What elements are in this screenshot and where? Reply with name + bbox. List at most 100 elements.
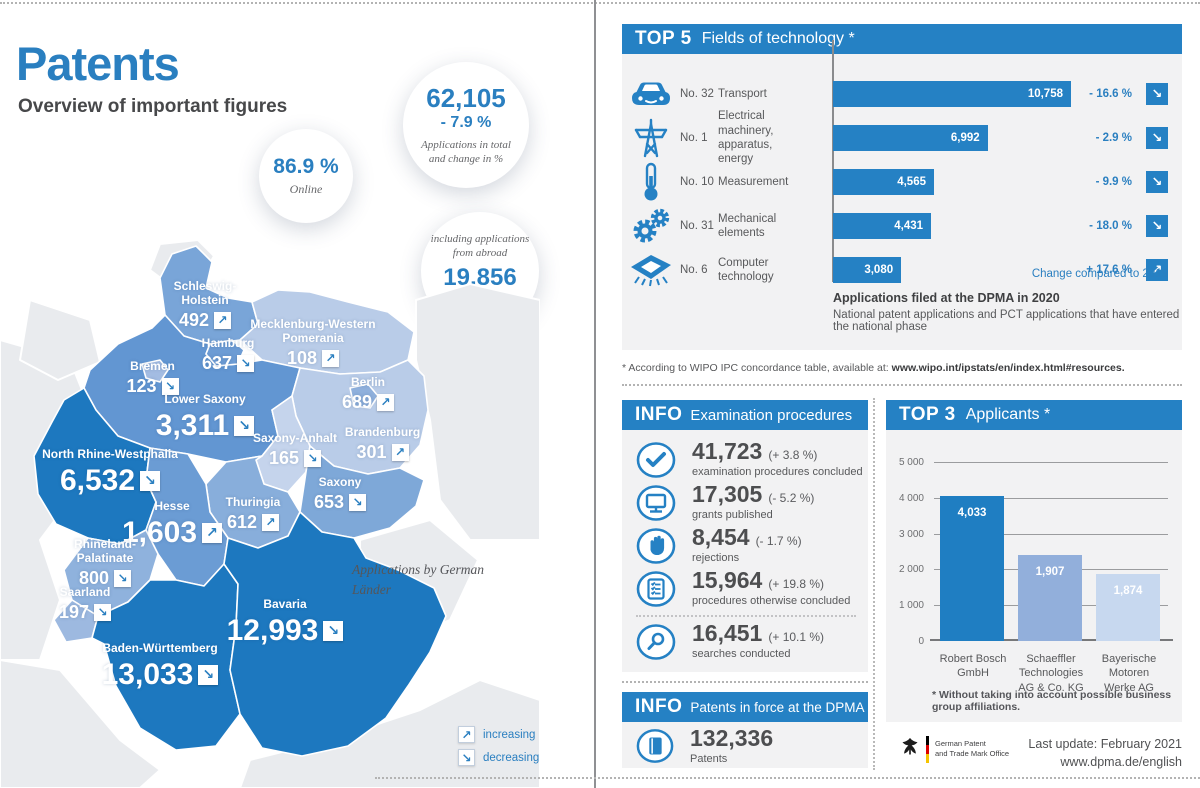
info-row-otherwise: 15,964 (+ 19.8 %) procedures otherwise co… — [636, 569, 868, 612]
map-label-thuringia: Thuringia 612 ↗ — [225, 495, 281, 532]
gridline — [934, 497, 1168, 499]
info-row-exams: 41,723 (+ 3.8 %) examination procedures c… — [636, 440, 868, 483]
top5-row-mechanical: No. 31 Mechanical elements 4,431 - 18.0 … — [622, 204, 1182, 248]
thermometer-icon — [622, 162, 680, 202]
germany-map-svg — [0, 240, 540, 788]
trend-down-icon: ↘ — [323, 620, 344, 641]
category-label: Bayerische Motoren Werke AG — [1101, 653, 1157, 694]
top5-caption-bold: Applications filed at the DPMA in 2020 — [833, 291, 1060, 305]
info-exam-header: INFO Examination procedures — [622, 400, 868, 430]
map-label-saarland: Saarland 197 ↘ — [58, 585, 112, 622]
top5-bar-track: 6,992 — [833, 125, 1071, 151]
checklist-icon — [636, 569, 676, 609]
state-shape-berlin — [349, 383, 379, 409]
y-tick-4000: 4 000 — [898, 492, 924, 504]
total-applications-change: - 7.9 % — [440, 114, 492, 132]
top-dotted-divider — [0, 2, 1200, 4]
trend-up-icon: ↗ — [322, 349, 340, 367]
trend-down-icon: ↘ — [1146, 127, 1168, 149]
y-tick-1000: 1 000 — [898, 600, 924, 612]
trend-down-icon: ↘ — [94, 603, 112, 621]
y-tick-2000: 2 000 — [898, 564, 924, 576]
top3-bar-schaeffler: 1,907 — [1018, 555, 1082, 641]
monitor-icon — [636, 483, 676, 523]
top5-row-computer: No. 6 Computer technology 3,080 + 17.6 %… — [622, 248, 1182, 292]
trend-legend: ↗ increasing ↘ decreasing — [458, 726, 539, 766]
legend-increasing: ↗ increasing — [458, 726, 539, 743]
top3-footnote: * Without taking into account possible b… — [932, 689, 1172, 713]
page-title: Patents — [16, 37, 180, 90]
dpma-url[interactable]: www.dpma.de/english — [1060, 754, 1182, 769]
trend-down-icon: ↘ — [161, 377, 179, 395]
top3-category-labels: Robert Bosch GmbH Schaeffler Technologie… — [934, 652, 1168, 695]
state-shape-bremen — [141, 359, 169, 383]
map-label-baden-wuerttemberg: Baden-Württemberg 13,033 ↘ — [101, 641, 219, 691]
y-tick-0: 0 — [918, 636, 924, 647]
info-row-searches: 16,451 (+ 10.1 %) searches conducted — [636, 622, 868, 665]
map-label-bavaria: Bavaria 12,993 ↘ — [215, 597, 355, 648]
vertical-divider — [594, 0, 596, 788]
top5-bar-track: 10,758 — [833, 81, 1071, 107]
top5-bar: 4,565 — [833, 169, 934, 195]
y-tick-3000: 3 000 — [898, 528, 924, 540]
info-force-panel: INFO Patents in force at the DPMA 132,33… — [622, 692, 868, 768]
trend-up-icon: ↗ — [214, 311, 232, 329]
y-tick-5000: 5 000 — [898, 457, 924, 468]
info-row-rejections: 8,454 (- 1.7 %) rejections — [636, 526, 868, 569]
top5-bar: 3,080 — [833, 257, 902, 283]
map-label-berlin: Berlin 689 ↗ — [325, 375, 411, 413]
top5-axis-line — [832, 40, 834, 282]
book-icon — [636, 727, 674, 765]
vertical-dotted-divider — [873, 398, 875, 770]
category-label: Robert Bosch GmbH — [939, 653, 1007, 680]
power-pylon-icon — [622, 118, 680, 158]
top3-bar-bmw: 1,874 — [1096, 573, 1160, 641]
legend-decreasing: ↘ decreasing — [458, 749, 539, 766]
map-label-hamburg: Hamburg 637 ↘ — [201, 336, 255, 373]
top3-panel: TOP 3 Applicants * 4,033 1,907 1,874 5 0… — [886, 400, 1182, 722]
map-label-hesse: Hesse 1,603 ↗ — [112, 499, 232, 550]
trend-up-icon: ↗ — [377, 393, 395, 411]
federal-states — [33, 245, 447, 757]
map-label-rhineland-palatinate: Rhineland-Palatinate 800 ↘ — [74, 537, 136, 588]
top5-bar: 10,758 — [833, 81, 1071, 107]
top3-bar-bosch: 4,033 — [940, 496, 1004, 641]
top5-row-transport: No. 32 Transport 10,758 - 16.6 % ↘ — [622, 72, 1182, 116]
office-name: German Patent and Trade Mark Office — [935, 739, 1010, 759]
trend-up-icon: ↗ — [262, 513, 280, 531]
online-share-value: 86.9 % — [273, 155, 339, 178]
top5-header: TOP 5 Fields of technology * — [622, 24, 1182, 54]
federal-eagle-icon — [902, 737, 918, 755]
state-shape-saarland — [53, 599, 99, 643]
map-label-schleswig-holstein: Schleswig-Holstein 492 ↗ — [173, 279, 237, 330]
category-label: Schaeffler Technologies AG & Co. KG — [1018, 653, 1084, 694]
change-note: Change compared to 2019 — [1031, 268, 1168, 280]
germany-map: Schleswig-Holstein 492 ↗ Mecklenburg-West… — [0, 240, 540, 788]
increasing-arrow-icon: ↗ — [458, 726, 475, 743]
total-applications-value: 62,105 — [426, 83, 506, 114]
wipo-footnote: * According to WIPO IPC concordance tabl… — [622, 362, 1125, 374]
trend-down-icon: ↘ — [1146, 215, 1168, 237]
trend-down-icon: ↘ — [237, 354, 255, 372]
top5-panel: TOP 5 Fields of technology * No. 32 Tran… — [622, 24, 1182, 350]
map-caption: Applications by German Länder — [352, 562, 484, 597]
wipo-link[interactable]: www.wipo.int/ipstats/en/index.html#resou… — [891, 362, 1125, 374]
page-subtitle: Overview of important figures — [18, 96, 288, 117]
flag-bar — [926, 736, 929, 763]
gridline — [934, 462, 1168, 463]
abroad-caption: including applications from abroad — [430, 233, 530, 259]
trend-up-icon: ↗ — [1146, 259, 1168, 281]
info-force-header: INFO Patents in force at the DPMA — [622, 692, 868, 722]
map-label-brandenburg: Brandenburg 301 ↗ — [344, 425, 421, 462]
trend-up-icon: ↗ — [391, 443, 409, 461]
footer-meta: Last update: February 2021 www.dpma.de/e… — [1028, 736, 1182, 771]
trend-down-icon: ↘ — [140, 470, 161, 491]
search-icon — [636, 622, 676, 662]
map-label-lower-saxony: Lower Saxony 3,311 ↘ — [130, 392, 280, 443]
state-shape-saxony — [299, 445, 425, 539]
gears-icon — [622, 207, 680, 245]
gridline — [934, 533, 1168, 535]
top3-header: TOP 3 Applicants * — [886, 400, 1182, 430]
trend-down-icon: ↘ — [198, 664, 219, 685]
